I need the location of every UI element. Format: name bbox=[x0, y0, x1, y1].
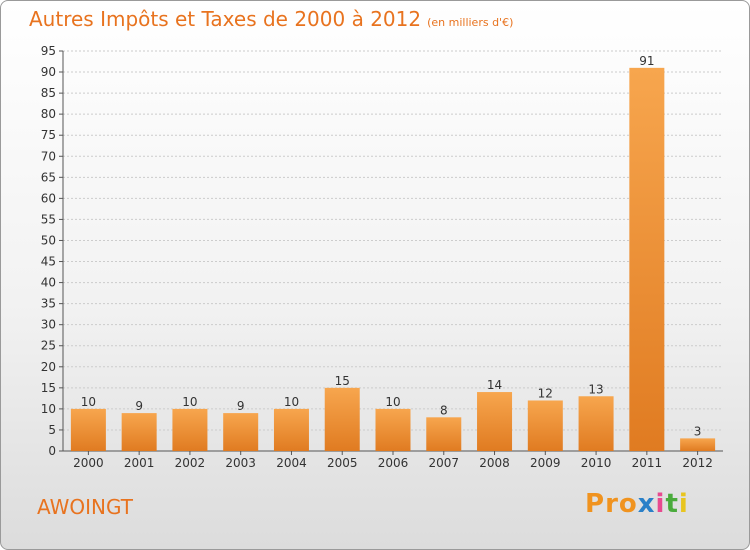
y-tick-label: 35 bbox=[41, 297, 56, 311]
logo-letter: i bbox=[655, 489, 666, 519]
y-tick-label: 55 bbox=[41, 212, 56, 226]
y-tick-label: 70 bbox=[41, 149, 56, 163]
logo-letter: r bbox=[605, 489, 619, 519]
y-tick-label: 25 bbox=[41, 339, 56, 353]
bar bbox=[680, 438, 716, 451]
x-tick-label: 2004 bbox=[276, 456, 307, 470]
bar-value-label: 13 bbox=[588, 382, 603, 396]
y-tick-label: 85 bbox=[41, 86, 56, 100]
y-tick-label: 80 bbox=[41, 107, 56, 121]
chart-title-text: Autres Impôts et Taxes de 2000 à 2012 bbox=[29, 7, 422, 31]
y-tick-label: 40 bbox=[41, 276, 56, 290]
bar-value-label: 91 bbox=[639, 54, 654, 68]
bar-value-label: 10 bbox=[385, 395, 400, 409]
y-tick-label: 50 bbox=[41, 233, 56, 247]
y-tick-label: 65 bbox=[41, 170, 56, 184]
x-tick-label: 2003 bbox=[225, 456, 256, 470]
bar bbox=[172, 408, 208, 451]
bar-value-label: 9 bbox=[237, 399, 245, 413]
y-tick-label: 0 bbox=[48, 444, 56, 458]
bar-value-label: 15 bbox=[335, 374, 350, 388]
bar bbox=[273, 408, 309, 451]
x-tick-label: 2010 bbox=[581, 456, 612, 470]
y-tick-label: 45 bbox=[41, 255, 56, 269]
chart-title: Autres Impôts et Taxes de 2000 à 2012 (en… bbox=[29, 7, 513, 31]
bar-value-label: 10 bbox=[284, 395, 299, 409]
logo-letter: x bbox=[637, 489, 656, 519]
bar-value-label: 9 bbox=[135, 399, 143, 413]
y-tick-label: 90 bbox=[41, 65, 56, 79]
x-tick-label: 2011 bbox=[632, 456, 663, 470]
y-tick-label: 60 bbox=[41, 191, 56, 205]
x-tick-label: 2002 bbox=[175, 456, 206, 470]
logo-letter: i bbox=[678, 489, 689, 519]
y-tick-label: 20 bbox=[41, 360, 56, 374]
bar bbox=[527, 400, 563, 451]
y-tick-label: 10 bbox=[41, 402, 56, 416]
logo-letter: o bbox=[618, 489, 638, 519]
bar bbox=[70, 408, 106, 451]
bar bbox=[426, 417, 462, 451]
town-name: AWOINGT bbox=[37, 495, 133, 519]
x-tick-label: 2005 bbox=[327, 456, 358, 470]
bar-value-label: 10 bbox=[182, 395, 197, 409]
bar bbox=[324, 387, 360, 451]
x-tick-label: 2000 bbox=[73, 456, 104, 470]
y-tick-label: 75 bbox=[41, 128, 56, 142]
chart-subtitle: (en milliers d'€) bbox=[427, 16, 514, 29]
y-tick-label: 30 bbox=[41, 318, 56, 332]
x-tick-label: 2009 bbox=[530, 456, 561, 470]
logo-letter: t bbox=[665, 489, 679, 519]
logo-letter: P bbox=[585, 489, 606, 519]
bar bbox=[578, 396, 614, 451]
x-tick-label: 2008 bbox=[479, 456, 510, 470]
proxiti-logo: Proxiti bbox=[585, 489, 689, 519]
bar-value-label: 8 bbox=[440, 403, 448, 417]
y-tick-label: 15 bbox=[41, 381, 56, 395]
y-tick-label: 5 bbox=[48, 423, 56, 437]
bar bbox=[223, 413, 259, 451]
bar bbox=[121, 413, 157, 451]
y-tick-label: 95 bbox=[41, 44, 56, 58]
bar-value-label: 14 bbox=[487, 378, 502, 392]
bar-value-label: 12 bbox=[538, 386, 553, 400]
bar-value-label: 3 bbox=[694, 424, 702, 438]
bar bbox=[375, 408, 411, 451]
x-tick-label: 2007 bbox=[428, 456, 459, 470]
x-tick-label: 2012 bbox=[682, 456, 713, 470]
bar bbox=[477, 392, 513, 451]
x-tick-label: 2006 bbox=[378, 456, 409, 470]
x-tick-label: 2001 bbox=[124, 456, 155, 470]
bar bbox=[629, 67, 665, 451]
bar-value-label: 10 bbox=[81, 395, 96, 409]
